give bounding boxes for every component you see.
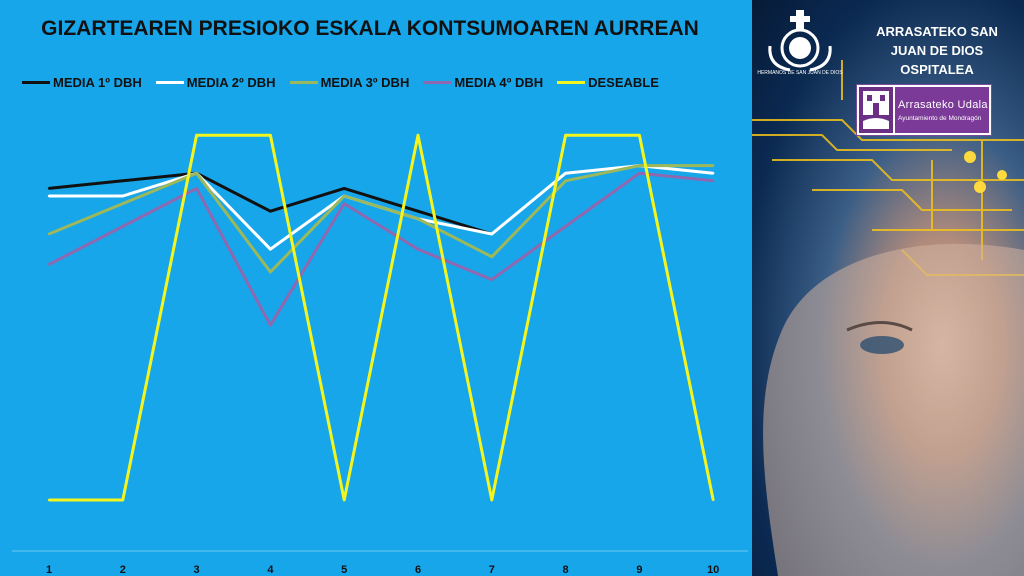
data-point bbox=[195, 134, 198, 137]
data-point bbox=[121, 194, 125, 198]
data-point bbox=[121, 225, 125, 228]
data-point bbox=[269, 270, 272, 274]
data-point bbox=[712, 164, 715, 167]
hospital-name-line: OSPITALEA bbox=[900, 62, 974, 77]
data-point bbox=[490, 255, 493, 258]
x-tick-label: 1 bbox=[46, 564, 52, 576]
circuit-board-decoration bbox=[752, 60, 1024, 576]
legend-label: MEDIA 1º DBH bbox=[53, 75, 142, 90]
data-point bbox=[343, 194, 346, 198]
data-point bbox=[269, 210, 272, 213]
data-point bbox=[269, 134, 272, 137]
data-point bbox=[416, 134, 420, 137]
legend-item: DESEABLE bbox=[557, 75, 659, 90]
legend-swatch bbox=[155, 81, 184, 84]
legend-swatch bbox=[557, 81, 586, 84]
municipal-logo: Arrasateko Udala Ayuntamiento de Mondrag… bbox=[856, 84, 992, 136]
hospital-name-line: ARRASATEKO SAN bbox=[876, 24, 998, 39]
data-point bbox=[343, 187, 346, 190]
data-point bbox=[47, 263, 51, 266]
data-point bbox=[416, 210, 420, 213]
x-tick-label: 6 bbox=[415, 564, 421, 576]
data-point bbox=[121, 498, 125, 502]
data-point bbox=[416, 248, 420, 251]
data-point bbox=[343, 498, 346, 502]
data-point bbox=[490, 498, 493, 502]
data-point bbox=[269, 324, 272, 327]
municipal-crest-icon bbox=[859, 87, 893, 133]
x-tick-label: 4 bbox=[267, 564, 274, 576]
data-point bbox=[712, 172, 715, 175]
x-tick-label: 7 bbox=[489, 564, 495, 576]
data-point bbox=[47, 187, 51, 190]
legend-swatch bbox=[423, 81, 452, 84]
legend-item: MEDIA 1º DBH bbox=[22, 75, 142, 90]
data-point bbox=[195, 172, 198, 175]
legend-item: MEDIA 2º DBH bbox=[155, 75, 276, 90]
data-point bbox=[47, 498, 51, 502]
data-point bbox=[121, 202, 125, 205]
data-point bbox=[638, 172, 641, 175]
line-chart: 1 2 3 4 5 6 7 8 9 10 bbox=[12, 133, 748, 576]
hospital-name: ARRASATEKO SAN JUAN DE DIOS OSPITALEA bbox=[862, 22, 1012, 79]
legend-label: MEDIA 3º DBH bbox=[320, 75, 410, 90]
legend-swatch bbox=[22, 81, 50, 84]
x-tick-label: 9 bbox=[636, 564, 642, 576]
series-line-4 bbox=[49, 133, 715, 502]
chart-legend: MEDIA 1º DBH MEDIA 2º DBH MEDIA 3º DBH MEDI… bbox=[22, 75, 659, 90]
hospital-logo bbox=[760, 6, 840, 78]
municipal-label: Arrasateko Udala Ayuntamiento de Mondrag… bbox=[895, 87, 989, 133]
legend-label: MEDIA 4º DBH bbox=[454, 75, 544, 90]
legend-swatch bbox=[289, 81, 318, 84]
data-point bbox=[269, 248, 272, 251]
data-point bbox=[416, 217, 420, 220]
data-point bbox=[490, 278, 493, 281]
legend-item: MEDIA 3º DBH bbox=[289, 75, 410, 90]
legend-label: MEDIA 2º DBH bbox=[186, 75, 276, 90]
data-point bbox=[121, 179, 125, 182]
chart-panel: 1 2 3 4 5 6 7 8 9 10 GIZARTEAREN PRESIOKO ESKALA … bbox=[0, 0, 752, 576]
data-point bbox=[564, 172, 567, 175]
legend-item: MEDIA 4º DBH bbox=[423, 75, 543, 90]
data-point bbox=[638, 134, 641, 137]
x-tick-label: 2 bbox=[120, 564, 126, 576]
municipal-subtitle: Ayuntamiento de Mondragón bbox=[898, 115, 982, 122]
municipal-name: Arrasateko Udala bbox=[898, 99, 988, 111]
series-line-2 bbox=[48, 164, 714, 274]
data-point bbox=[490, 232, 493, 236]
data-point bbox=[343, 202, 346, 205]
x-tick-label: 5 bbox=[341, 564, 347, 576]
series-line-3 bbox=[48, 171, 714, 327]
data-point bbox=[564, 134, 567, 137]
data-point bbox=[564, 225, 567, 228]
legend-label: DESEABLE bbox=[588, 75, 659, 90]
data-point bbox=[712, 179, 715, 182]
side-image-panel: HERMANOS DE SAN JUAN DE DIOS ARRASATEKO … bbox=[752, 0, 1024, 576]
x-tick-label: 10 bbox=[707, 564, 719, 576]
data-point bbox=[712, 498, 715, 502]
chart-title: GIZARTEAREN PRESIOKO ESKALA KONTSUMOAREN… bbox=[41, 17, 699, 40]
hospital-logo-caption: HERMANOS DE SAN JUAN DE DIOS bbox=[757, 70, 843, 76]
data-point bbox=[638, 164, 641, 167]
data-point bbox=[47, 194, 51, 198]
data-point bbox=[47, 232, 51, 236]
x-tick-label: 3 bbox=[194, 564, 200, 576]
data-point bbox=[564, 179, 567, 182]
data-point bbox=[195, 187, 198, 190]
series-line-0 bbox=[48, 171, 493, 236]
hospital-name-line: JUAN DE DIOS bbox=[890, 43, 984, 58]
x-tick-label: 8 bbox=[563, 564, 569, 576]
